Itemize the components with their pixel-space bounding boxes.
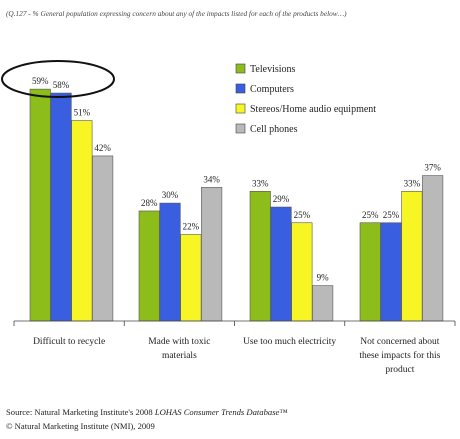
data-label: 42% — [94, 143, 111, 153]
chart-caption: (Q.127 - % General population expressing… — [6, 9, 347, 18]
legend-swatch — [235, 103, 246, 114]
bar — [180, 234, 202, 322]
bar — [422, 175, 444, 322]
category-label: Made with toxic — [148, 337, 210, 347]
legend-swatch — [235, 83, 246, 94]
data-label: 25% — [383, 210, 400, 220]
data-label: 22% — [183, 222, 200, 232]
source-prefix: Source: Natural Marketing Institute's 20… — [6, 407, 155, 417]
legend-swatch — [235, 123, 246, 134]
data-label: 25% — [362, 210, 379, 220]
bar — [159, 202, 181, 322]
data-label: 33% — [252, 178, 269, 188]
bar — [138, 210, 160, 322]
data-label: 51% — [74, 108, 91, 118]
category-label: product — [385, 365, 414, 375]
bar — [92, 155, 114, 322]
category-label: these impacts for this — [359, 350, 440, 361]
legend-label: Stereos/Home audio equipment — [250, 104, 376, 115]
bar — [71, 120, 93, 322]
data-label: 9% — [317, 273, 330, 283]
bar — [380, 222, 402, 322]
bar — [249, 191, 271, 322]
bar — [201, 187, 223, 322]
data-label: 59% — [32, 76, 49, 86]
category-label: Use too much electricity — [243, 337, 336, 347]
bar — [312, 285, 334, 322]
source-database: LOHAS Consumer Trends Database — [154, 407, 280, 417]
legend-label: Computers — [250, 84, 294, 95]
data-label: 29% — [273, 194, 290, 204]
data-label: 30% — [162, 190, 179, 200]
bar — [50, 92, 72, 322]
data-label: 37% — [424, 163, 441, 173]
bar — [291, 222, 313, 322]
source-trademark: ™ — [279, 407, 288, 417]
bar — [401, 191, 423, 322]
bar — [270, 206, 292, 322]
data-label: 58% — [53, 80, 70, 90]
data-label: 34% — [203, 174, 220, 184]
legend-label: Televisions — [250, 64, 296, 75]
category-label: materials — [162, 351, 197, 361]
legend-swatch — [235, 63, 246, 74]
data-label: 33% — [404, 178, 421, 188]
category-label: Not concerned about — [360, 337, 439, 347]
data-label: 28% — [141, 198, 158, 208]
legend-label: Cell phones — [250, 124, 298, 135]
bar — [29, 88, 51, 322]
data-label: 25% — [294, 210, 311, 220]
bar — [359, 222, 381, 322]
category-label: Difficult to recycle — [33, 336, 105, 347]
highlight-ellipse — [1, 60, 115, 98]
source-note: Source: Natural Marketing Institute's 20… — [6, 407, 288, 417]
copyright-note: © Natural Marketing Institute (NMI), 200… — [6, 421, 155, 431]
